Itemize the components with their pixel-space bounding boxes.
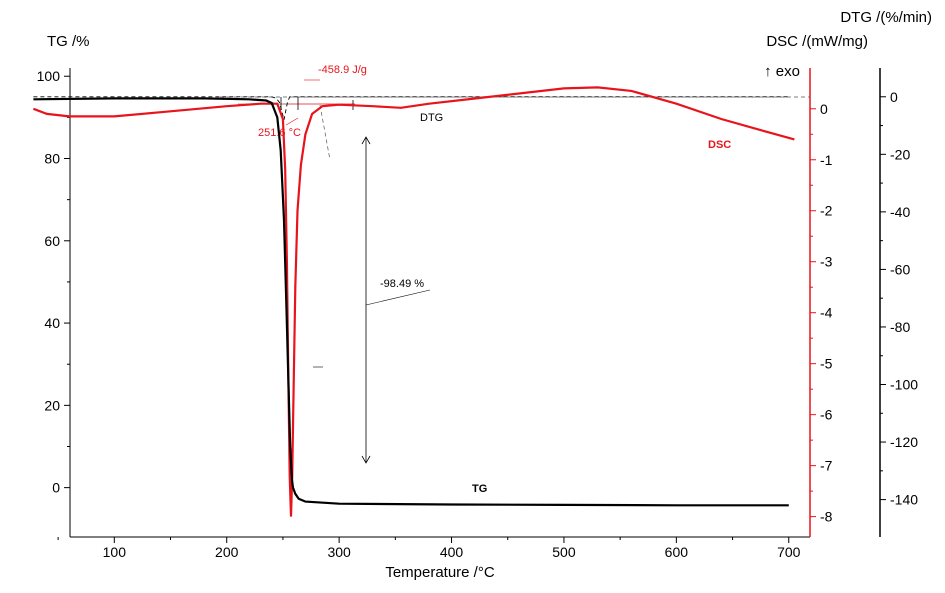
dtg-tick-label: -80 bbox=[890, 319, 910, 335]
dtg-axis-ticks: 0 -20 -40 -60 -80 -100 -120 -140 bbox=[880, 89, 918, 508]
dsc-tick-label: -7 bbox=[820, 458, 833, 474]
x-tick-label: 300 bbox=[327, 544, 351, 560]
dtg-tick-label: 0 bbox=[890, 89, 898, 105]
exo-direction-label: ↑ exo bbox=[764, 63, 800, 80]
x-axis-ticks: 100 200 300 400 500 600 700 bbox=[57, 537, 801, 560]
plot-frame bbox=[69, 68, 881, 538]
x-tick-label: 100 bbox=[103, 544, 127, 560]
x-tick-label: 200 bbox=[215, 544, 239, 560]
dtg-curve bbox=[33, 96, 789, 120]
dsc-tick-label: -4 bbox=[820, 305, 833, 321]
dtg-tick-label: -40 bbox=[890, 204, 910, 220]
tg-axis-title: TG /% bbox=[47, 33, 90, 50]
dtg-tick-label: -60 bbox=[890, 261, 910, 277]
dtg-tick-label: -100 bbox=[890, 377, 918, 393]
dsc-tick-label: -5 bbox=[820, 356, 833, 372]
onset-temperature-label: 251.6 °C bbox=[258, 127, 301, 139]
dtg-tick-label: -140 bbox=[890, 492, 918, 508]
x-tick-label: 500 bbox=[552, 544, 576, 560]
dsc-axis-title: DSC /(mW/mg) bbox=[766, 33, 868, 50]
mass-loss-arrow-head-bottom bbox=[361, 455, 371, 464]
x-tick-label: 700 bbox=[777, 544, 801, 560]
dsc-tick-label: -2 bbox=[820, 203, 833, 219]
tg-tick-label: 0 bbox=[52, 480, 60, 496]
tg-tick-label: 100 bbox=[37, 68, 61, 84]
tg-tick-label: 60 bbox=[44, 233, 60, 249]
mass-loss-leader bbox=[365, 289, 431, 306]
annotation-lines bbox=[220, 79, 810, 464]
dsc-tick-label: -6 bbox=[820, 407, 833, 423]
dsc-tick-label: -8 bbox=[820, 509, 833, 525]
mass-loss-arrow-head-top bbox=[361, 136, 371, 145]
dsc-axis-ticks: 0 -1 -2 -3 -4 -5 -6 -7 -8 bbox=[810, 101, 833, 525]
dtg-axis-title: DTG /(%/min) bbox=[840, 9, 932, 26]
dsc-tick-label: -1 bbox=[820, 152, 833, 168]
dsc-tick-label: 0 bbox=[820, 101, 828, 117]
dtg-tick-label: -120 bbox=[890, 434, 918, 450]
tg-step-tangent bbox=[319, 104, 331, 161]
tg-tick-label: 80 bbox=[44, 151, 60, 167]
x-tick-label: 400 bbox=[440, 544, 464, 560]
enthalpy-label: -458.9 J/g bbox=[318, 64, 367, 76]
tg-tick-label: 20 bbox=[44, 397, 60, 413]
x-tick-label: 600 bbox=[665, 544, 689, 560]
dtg-curve-label: DTG bbox=[420, 112, 443, 124]
dsc-curve-label: DSC bbox=[708, 139, 731, 151]
onset-leader bbox=[285, 117, 299, 126]
dsc-curve bbox=[33, 86, 795, 517]
dsc-tick-label: -3 bbox=[820, 254, 833, 270]
dtg-tick-label: -20 bbox=[890, 146, 910, 162]
tg-curve bbox=[33, 97, 789, 507]
tg-curve-label: TG bbox=[472, 483, 487, 495]
tg-tick-label: 40 bbox=[44, 315, 60, 331]
x-axis-title: Temperature /°C bbox=[385, 564, 495, 581]
tg-axis-ticks: 100 80 60 40 20 0 bbox=[37, 68, 70, 496]
mass-loss-label: -98.49 % bbox=[380, 278, 424, 290]
